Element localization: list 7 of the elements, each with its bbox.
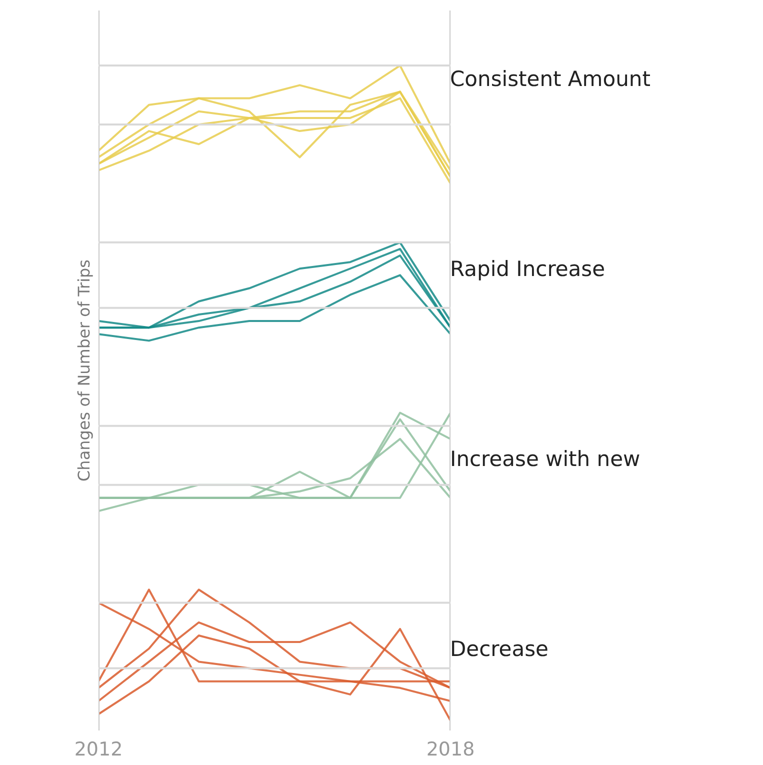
- series-label: Consistent Amount: [450, 66, 650, 93]
- series-label: Rapid Increase: [450, 256, 606, 283]
- series-label: Decrease: [450, 636, 548, 663]
- x-tick-label: 2018: [426, 738, 475, 760]
- y-axis-title: Changes of Number of Trips: [74, 259, 94, 482]
- series-label: Increase with new: [450, 446, 640, 473]
- x-tick-label: 2012: [74, 738, 123, 760]
